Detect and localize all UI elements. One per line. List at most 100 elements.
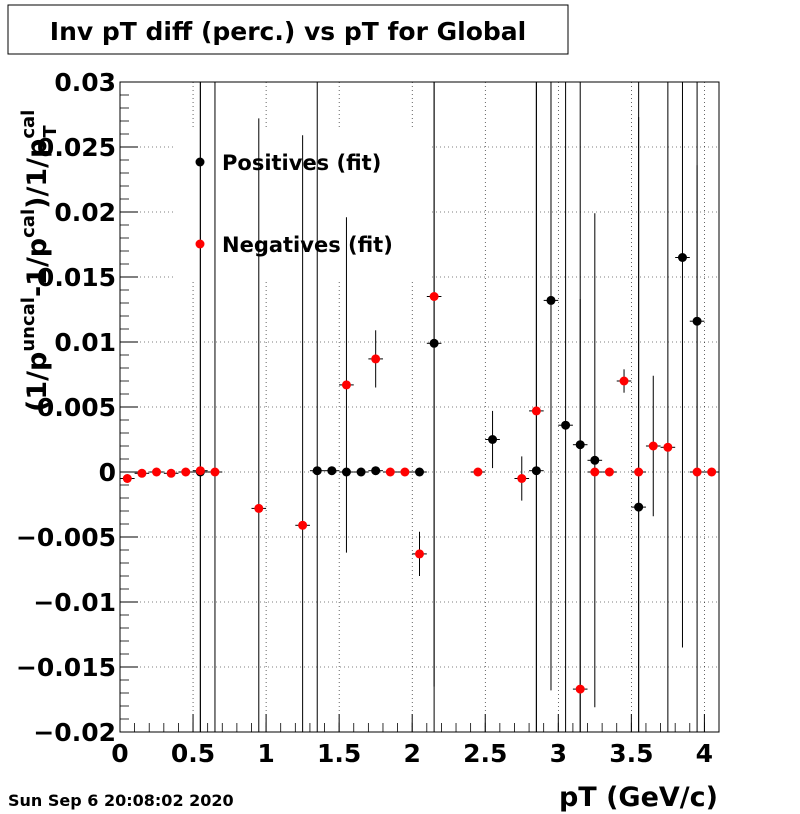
x-tick-label: 3.5: [609, 739, 653, 768]
data-point: [587, 467, 603, 477]
data-marker: [619, 376, 629, 386]
data-point: [543, 82, 559, 691]
x-tick-label: 1.5: [317, 739, 361, 768]
x-tick-label: 1: [257, 739, 274, 768]
data-point: [587, 213, 603, 708]
x-tick-labels: 0 0.5 1 1.5 2 2.5 3 3.5 4: [111, 739, 713, 768]
data-point: [178, 467, 194, 477]
data-marker: [648, 441, 658, 451]
data-marker: [575, 684, 585, 694]
data-marker: [415, 549, 424, 559]
x-tick-label: 0: [111, 739, 128, 768]
axis-ticks: [119, 81, 720, 733]
y-tick-label: 0.005: [37, 393, 116, 422]
data-marker: [327, 466, 337, 476]
data-marker: [210, 467, 220, 477]
data-point: [397, 467, 413, 477]
data-marker: [385, 467, 395, 477]
legend-entry-positives: Positives (fit): [195, 151, 381, 175]
y-tick-label: 0.02: [54, 198, 116, 227]
data-marker: [692, 467, 702, 477]
data-point: [529, 82, 544, 732]
legend-entry-negatives: Negatives (fit): [195, 233, 393, 257]
y-axis-label: (1/puncal-1/pcal)/1/pcalT: [18, 110, 61, 412]
data-point: [163, 468, 179, 478]
y-tick-label: −0.015: [16, 653, 116, 682]
data-point: [324, 466, 340, 476]
data-marker: [195, 466, 205, 476]
data-point: [558, 82, 573, 732]
data-point: [645, 375, 661, 517]
data-marker: [122, 474, 132, 483]
data-point: [485, 410, 500, 469]
data-point: [193, 82, 208, 732]
data-marker: [429, 292, 439, 301]
title-box: Inv pT diff (perc.) vs pT for Global: [7, 4, 569, 55]
data-marker: [166, 468, 176, 478]
y-tick-labels: −0.02 −0.015 −0.01 −0.005 0 0.005 0.01 0.015 0.0…: [16, 68, 116, 747]
data-point: [412, 531, 427, 576]
timestamp: Sun Sep 6 20:08:02 2020: [8, 791, 234, 810]
data-point: [514, 456, 530, 501]
data-marker: [561, 420, 571, 430]
data-point: [704, 467, 719, 477]
data-marker: [517, 474, 527, 483]
data-marker: [400, 467, 410, 477]
data-marker: [634, 467, 644, 477]
data-marker: [312, 466, 322, 476]
y-tick-label: −0.005: [16, 523, 116, 552]
data-point: [295, 135, 310, 732]
data-marker: [707, 467, 717, 477]
data-marker: [677, 253, 687, 262]
legend-marker-negatives: [195, 239, 205, 249]
data-marker: [590, 467, 600, 477]
data-point: [412, 467, 427, 477]
data-point: [572, 299, 588, 732]
data-marker: [488, 435, 498, 444]
x-tick-label: 2.5: [463, 739, 507, 768]
data-marker: [152, 467, 162, 477]
data-point: [120, 474, 135, 483]
data-point: [426, 82, 442, 687]
data-marker: [604, 467, 614, 477]
legend: Positives (fit) Negatives (fit): [195, 151, 393, 257]
data-marker: [663, 442, 673, 452]
data-marker: [546, 295, 556, 305]
y-tick-label: 0: [99, 458, 116, 487]
data-marker: [356, 467, 366, 477]
data-marker: [371, 466, 381, 476]
data-point: [602, 467, 617, 477]
data-point: [149, 467, 164, 477]
data-point: [382, 467, 398, 477]
data-point: [309, 82, 325, 732]
x-tick-label: 2: [403, 739, 420, 768]
y-tick-label: 0.01: [54, 328, 116, 357]
data-point: [631, 82, 646, 732]
data-point: [660, 82, 676, 732]
data-marker: [531, 406, 541, 416]
data-point: [207, 82, 223, 732]
data-point: [368, 466, 383, 476]
data-point: [251, 118, 267, 732]
y-tick-label: 0.015: [37, 263, 116, 292]
data-marker: [254, 503, 264, 513]
x-axis-label: pT (GeV/c): [559, 782, 718, 813]
chart-title: Inv pT diff (perc.) vs pT for Global: [50, 17, 526, 46]
x-tick-label: 4: [696, 739, 713, 768]
legend-label-negatives: Negatives (fit): [222, 233, 393, 257]
data-marker: [473, 467, 483, 477]
legend-marker-positives: [195, 157, 205, 167]
title-frame: [7, 4, 569, 55]
data-marker: [298, 520, 308, 530]
data-marker: [181, 467, 191, 477]
data-point: [368, 330, 383, 388]
x-tick-label: 0.5: [171, 739, 215, 768]
data-marker: [590, 455, 600, 465]
data-point: [689, 82, 705, 732]
data-point: [134, 468, 150, 478]
x-tick-label: 3: [550, 739, 567, 768]
data-marker: [137, 468, 147, 478]
data-marker: [371, 354, 381, 364]
data-marker: [341, 380, 351, 390]
y-tick-label: −0.02: [33, 718, 116, 747]
